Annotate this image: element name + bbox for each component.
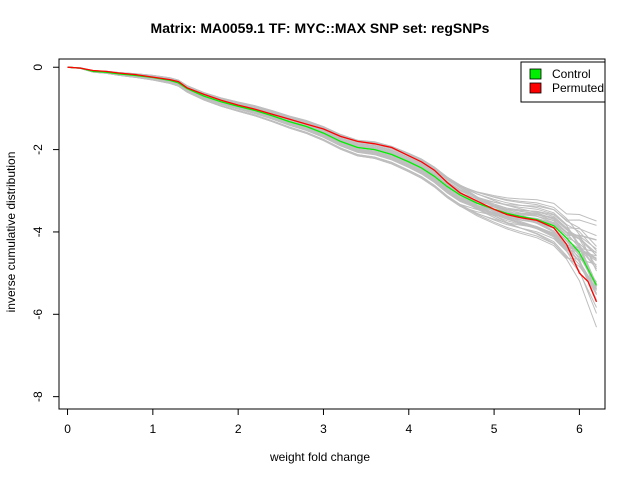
y-tick-label: -6 <box>31 309 45 320</box>
chart-title: Matrix: MA0059.1 TF: MYC::MAX SNP set: r… <box>150 20 490 36</box>
background-line <box>67 66 597 283</box>
legend-label-control: Control <box>552 67 591 81</box>
y-tick-label: -4 <box>31 226 45 237</box>
legend-swatch-control <box>529 68 542 80</box>
background-line <box>67 66 597 301</box>
x-axis: 0 1 2 3 4 5 6 <box>64 409 583 436</box>
y-axis: 0 -2 -4 -6 -8 <box>31 64 59 402</box>
x-tick-label: 2 <box>235 422 242 436</box>
background-line <box>67 66 597 296</box>
background-line <box>67 66 597 290</box>
background-line <box>67 66 597 269</box>
y-axis-label: inverse cumulative distribution <box>4 151 18 313</box>
legend: Control Permuted <box>520 61 606 103</box>
series-lines <box>67 66 598 303</box>
background-line <box>67 66 597 291</box>
y-tick-label: 0 <box>31 64 45 71</box>
background-line <box>67 66 597 328</box>
background-line <box>67 66 597 308</box>
background-line <box>67 66 597 265</box>
background-line <box>67 66 597 290</box>
plot-area <box>58 58 606 410</box>
series-line-permuted <box>67 66 598 303</box>
series-line-control <box>67 66 598 286</box>
x-tick-label: 4 <box>405 422 412 436</box>
x-tick-label: 0 <box>64 422 71 436</box>
background-line <box>67 66 597 294</box>
background-line <box>67 66 597 256</box>
background-line <box>67 66 597 301</box>
background-line <box>67 66 597 314</box>
background-line <box>67 66 597 290</box>
x-tick-label: 6 <box>576 422 583 436</box>
background-line <box>67 66 597 268</box>
background-lines <box>67 66 597 328</box>
background-line <box>67 66 597 272</box>
x-tick-label: 1 <box>150 422 157 436</box>
background-line <box>67 66 597 254</box>
legend-swatch-permuted <box>529 82 542 94</box>
background-line <box>67 66 597 270</box>
x-axis-label: weight fold change <box>269 450 371 464</box>
background-line <box>67 66 597 288</box>
y-tick-label: -2 <box>31 144 45 155</box>
y-tick-label: -8 <box>31 391 45 402</box>
background-line <box>67 66 597 259</box>
background-line <box>67 66 597 295</box>
x-tick-label: 3 <box>320 422 327 436</box>
background-line <box>67 66 597 288</box>
background-line <box>67 66 597 285</box>
legend-label-permuted: Permuted <box>552 81 604 95</box>
x-tick-label: 5 <box>491 422 498 436</box>
background-line <box>67 66 597 285</box>
background-line <box>67 66 597 285</box>
